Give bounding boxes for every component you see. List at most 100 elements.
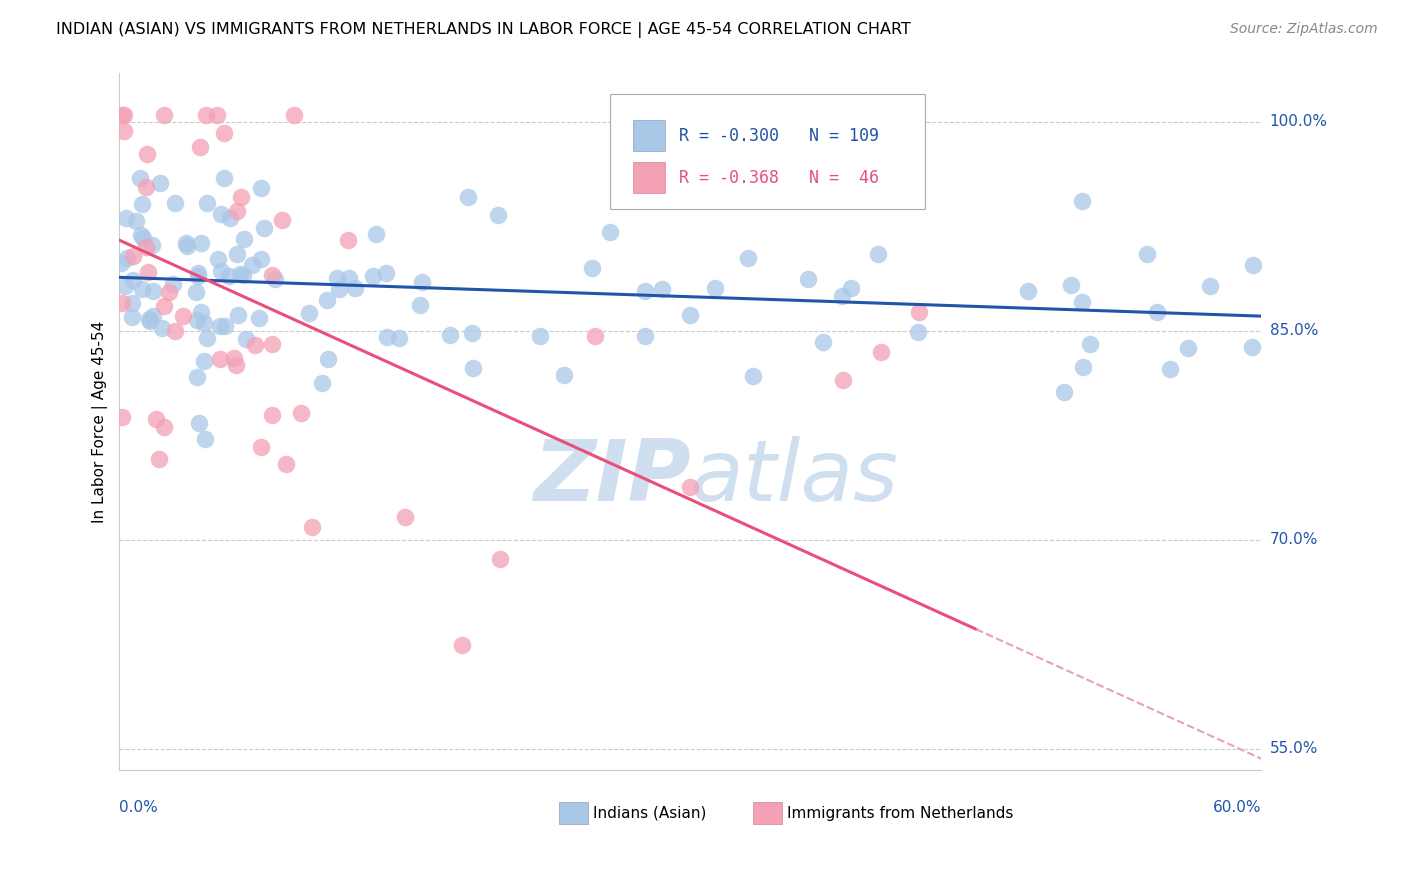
Point (193, 353, 215, 368)
Point (111, 108, 134, 122)
Point (343, 281, 366, 295)
Text: ZIP: ZIP (533, 435, 690, 518)
Point (135, 180, 157, 194)
Point (195, 331, 218, 345)
Point (172, 310, 194, 324)
FancyBboxPatch shape (633, 161, 665, 194)
Text: Indians (Asian): Indians (Asian) (593, 805, 707, 821)
Point (869, 839, 891, 854)
Point (187, 266, 209, 280)
Point (869, 344, 891, 359)
Point (115, 251, 138, 265)
Point (581, 260, 603, 275)
Point (232, 268, 254, 282)
Point (704, 281, 727, 295)
Point (207, 108, 229, 122)
Point (129, 170, 152, 185)
Point (190, 305, 212, 319)
Text: R = -0.300   N = 109: R = -0.300 N = 109 (679, 127, 879, 145)
Point (231, 190, 253, 204)
Point (190, 140, 212, 154)
Point (1080, 337, 1102, 351)
FancyBboxPatch shape (610, 94, 925, 209)
Point (366, 227, 388, 241)
Point (1071, 294, 1094, 309)
Text: 60.0%: 60.0% (1213, 800, 1261, 815)
Point (583, 328, 606, 343)
Point (110, 256, 132, 270)
Text: 70.0%: 70.0% (1270, 533, 1317, 548)
Point (111, 410, 134, 425)
Point (283, 108, 305, 122)
Point (112, 124, 135, 138)
Point (1243, 258, 1265, 272)
Point (229, 267, 252, 281)
Point (145, 412, 167, 426)
Point (153, 299, 176, 313)
Text: 100.0%: 100.0% (1270, 114, 1327, 129)
Text: 0.0%: 0.0% (120, 800, 159, 815)
Point (247, 311, 270, 326)
Point (186, 370, 208, 384)
Point (240, 258, 263, 272)
Point (212, 126, 235, 140)
Point (232, 232, 254, 246)
Point (271, 213, 294, 227)
Point (1240, 339, 1263, 353)
Point (122, 249, 145, 263)
Point (634, 328, 657, 343)
Point (797, 272, 820, 286)
Point (315, 293, 337, 307)
Text: 55.0%: 55.0% (1270, 741, 1317, 756)
Point (187, 269, 209, 284)
Point (388, 331, 411, 345)
Point (184, 285, 207, 299)
Point (336, 233, 359, 247)
Point (907, 305, 929, 319)
Point (141, 238, 163, 252)
Point (121, 296, 143, 310)
Point (839, 281, 862, 295)
Point (461, 326, 484, 340)
Point (290, 407, 312, 421)
Text: Source: ZipAtlas.com: Source: ZipAtlas.com (1230, 22, 1378, 37)
Point (260, 336, 283, 351)
Point (131, 196, 153, 211)
Point (298, 306, 321, 320)
Point (681, 152, 703, 166)
Point (813, 334, 835, 349)
Point (907, 326, 929, 340)
Point (136, 265, 159, 279)
Point (311, 376, 333, 390)
Point (163, 196, 186, 211)
Point (219, 211, 242, 225)
Point (1052, 385, 1074, 400)
Point (139, 314, 162, 328)
Point (262, 268, 284, 283)
Point (209, 351, 232, 366)
Point (193, 316, 215, 330)
Point (207, 252, 229, 266)
Point (225, 204, 247, 219)
Point (157, 285, 180, 299)
Point (868, 246, 890, 260)
Point (250, 440, 273, 454)
FancyBboxPatch shape (560, 802, 588, 824)
Point (1159, 362, 1181, 376)
Point (125, 213, 148, 227)
Point (1177, 341, 1199, 355)
Point (163, 324, 186, 338)
Point (153, 108, 176, 122)
Point (136, 147, 159, 161)
Point (678, 308, 700, 322)
Point (197, 196, 219, 211)
Point (411, 275, 433, 289)
Point (457, 190, 479, 204)
Point (218, 268, 240, 283)
Point (225, 358, 247, 372)
Point (150, 320, 173, 334)
Point (209, 264, 232, 278)
Point (148, 452, 170, 467)
Point (149, 176, 172, 190)
Point (831, 289, 853, 303)
